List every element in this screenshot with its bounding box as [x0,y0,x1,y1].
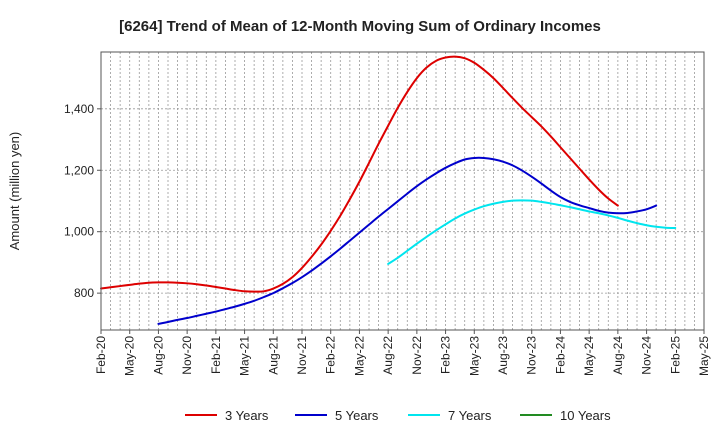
y-tick-label: 1,000 [64,225,94,239]
x-tick-label: May-22 [352,336,366,376]
x-tick-label: May-21 [238,336,252,376]
legend-item-10-years: 10 Years [520,408,611,423]
y-tick-label: 1,400 [64,102,94,116]
x-tick-label: May-24 [582,336,596,376]
plot-frame [100,51,705,331]
x-tick-label: May-25 [697,336,711,376]
x-axis-ticks: Feb-20 May-20 Aug-20 Nov-20 Feb-21 May-21 Aug-… [94,330,711,376]
x-tick-label: Nov-24 [640,336,654,375]
grid [101,52,704,330]
y-axis-label: Amount (million yen) [7,132,22,251]
legend-item-7-years: 7 Years [408,408,492,423]
y-tick-label: 800 [74,286,94,300]
series-lines [100,55,677,325]
x-tick-label: Feb-25 [668,336,682,374]
series-line-5-years [157,156,658,325]
x-tick-label: May-20 [123,336,137,376]
x-tick-label: Nov-22 [410,336,424,375]
chart-title: [6264] Trend of Mean of 12-Month Moving … [119,18,601,35]
legend-label: 5 Years [335,408,379,423]
x-tick-label: Aug-20 [151,336,165,375]
x-tick-label: Feb-20 [94,336,108,374]
x-tick-label: Feb-22 [324,336,338,374]
legend-label: 3 Years [225,408,269,423]
series-line-3-years [100,55,619,293]
x-tick-label: May-23 [467,336,481,376]
x-tick-label: Aug-21 [266,336,280,375]
x-tick-label: Aug-23 [496,336,510,375]
x-tick-label: Feb-21 [209,336,223,374]
legend-item-5-years: 5 Years [295,408,379,423]
x-tick-label: Nov-23 [525,336,539,375]
x-tick-label: Aug-22 [381,336,395,375]
x-tick-label: Feb-23 [439,336,453,374]
legend: 3 Years 5 Years 7 Years 10 Years [185,408,611,423]
legend-item-3-years: 3 Years [185,408,269,423]
y-axis-ticks: 800 1,000 1,200 1,400 [64,102,101,300]
y-tick-label: 1,200 [64,163,94,177]
x-tick-label: Nov-21 [295,336,309,375]
x-tick-label: Feb-24 [553,336,567,374]
x-tick-label: Nov-20 [180,336,194,375]
legend-label: 10 Years [560,408,611,423]
series-line-7-years [387,199,677,265]
legend-label: 7 Years [448,408,492,423]
x-tick-label: Aug-24 [611,336,625,375]
